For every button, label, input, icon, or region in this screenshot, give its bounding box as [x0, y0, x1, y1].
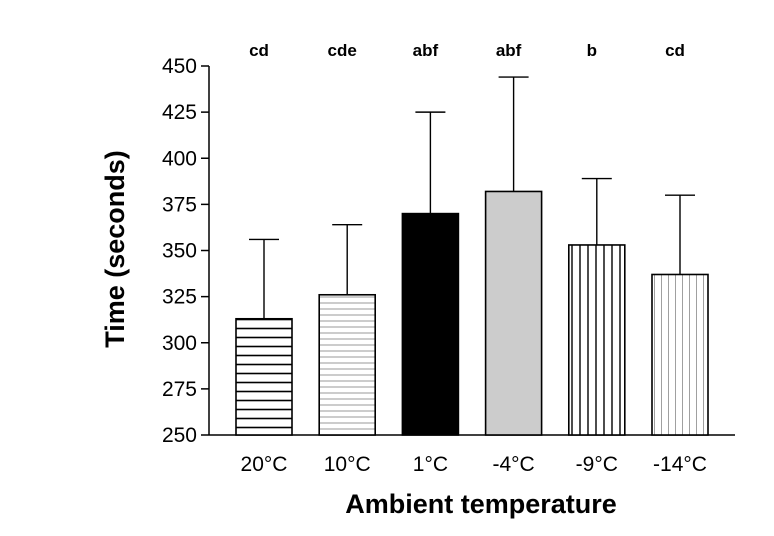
bars: [235, 190, 709, 436]
bar: [318, 293, 377, 436]
x-tick-label: -14°C: [653, 453, 707, 476]
error-bars: [249, 76, 695, 319]
bar: [401, 212, 460, 436]
x-tick-label: 1°C: [413, 453, 448, 476]
y-tick-label: 350: [162, 240, 197, 263]
x-tick-label: 10°C: [324, 453, 371, 476]
y-tick-label: 450: [162, 55, 197, 78]
x-tick-label: -9°C: [576, 453, 618, 476]
y-tick-label: 275: [162, 378, 197, 401]
significance-label: b: [587, 41, 597, 60]
y-tick-label: 250: [162, 424, 197, 447]
x-tick-label: 20°C: [241, 453, 288, 476]
significance-label: abf: [413, 41, 439, 60]
y-tick-label: 325: [162, 286, 197, 309]
x-tick-labels: 20°C 10°C 1°C -4°C -9°C -14°C: [241, 453, 707, 476]
bar: [567, 244, 626, 436]
y-tick-label: 375: [162, 193, 197, 216]
y-axis-title: Time (seconds): [100, 150, 130, 348]
bar: [651, 273, 709, 436]
x-tick-label: -4°C: [492, 453, 534, 476]
y-tick-label: 400: [162, 147, 197, 170]
bar: [484, 190, 543, 436]
bar: [235, 317, 293, 436]
y-axis: 250 275 300 325 350 375 400 425 450: [162, 55, 210, 447]
significance-label: cd: [249, 41, 269, 60]
y-tick-label: 425: [162, 101, 197, 124]
y-tick-label: 300: [162, 332, 197, 355]
significance-label: cde: [328, 41, 357, 60]
x-axis-title: Ambient temperature: [345, 489, 617, 519]
significance-label: abf: [496, 41, 522, 60]
significance-label: cd: [665, 41, 685, 60]
significance-labels: cd cde abf abf b cd: [249, 41, 685, 60]
